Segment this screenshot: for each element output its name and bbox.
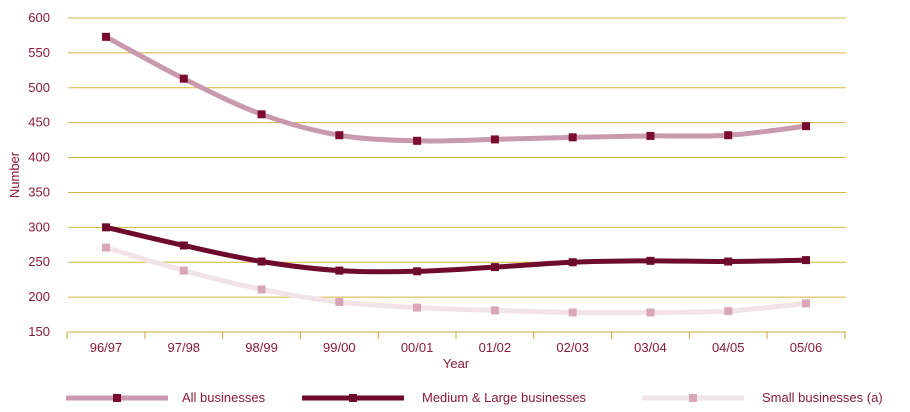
data-point-medium-large-businesses [646,256,655,265]
data-point-small-businesses [802,299,810,308]
y-tick-label: 450 [28,115,50,130]
data-point-all-businesses [724,131,733,140]
y-tick-label: 150 [28,324,50,339]
x-axis-tick-labels: 96/97 97/98 98/99 99/00 00/01 01/02 02/03 03/04… [90,340,823,355]
series-lines [102,32,810,317]
y-tick-label: 250 [28,254,50,269]
series-line-all-businesses [103,34,809,144]
legend-label: All businesses [182,390,266,405]
series-all-businesses [102,32,810,145]
legend-swatch-marker [349,394,357,402]
data-point-small-businesses [179,266,188,275]
x-tick-label: 03/04 [634,340,667,355]
x-tick-label: 05/06 [790,340,823,355]
data-point-medium-large-businesses [335,266,344,275]
series-line-small-businesses [103,245,809,316]
data-point-all-businesses [179,74,188,83]
data-point-medium-large-businesses [179,241,188,250]
data-point-medium-large-businesses [724,257,733,266]
data-point-medium-large-businesses [802,256,810,265]
data-point-all-businesses [257,110,266,119]
data-point-all-businesses [490,135,499,144]
data-point-medium-large-businesses [257,257,266,266]
legend: All businesses Medium & Large businesses S… [66,390,883,405]
data-point-small-businesses [257,285,266,294]
y-axis-title: Number [7,151,22,198]
x-tick-label: 00/01 [401,340,434,355]
data-point-all-businesses [802,122,810,131]
data-point-medium-large-businesses [568,258,577,267]
data-point-all-businesses [646,131,655,140]
data-point-medium-large-businesses [413,267,422,276]
x-tick-label: 97/98 [168,340,201,355]
data-point-small-businesses [646,308,655,317]
legend-label: Small businesses (a) [762,390,883,405]
data-point-small-businesses [413,303,422,312]
data-point-all-businesses [568,133,577,142]
y-tick-label: 500 [28,80,50,95]
x-axis-title: Year [443,356,470,371]
x-tick-label: 02/03 [556,340,589,355]
x-tick-label: 98/99 [245,340,278,355]
x-tick-label: 01/02 [479,340,512,355]
data-point-small-businesses [568,308,577,317]
legend-label: Medium & Large businesses [422,390,587,405]
data-point-medium-large-businesses [490,263,499,272]
x-tick-label: 04/05 [712,340,745,355]
series-line-medium-large-businesses [103,224,809,275]
series-small-businesses [102,243,810,317]
x-tick-label: 96/97 [90,340,123,355]
data-point-small-businesses [335,297,344,306]
y-tick-label: 200 [28,289,50,304]
data-point-medium-large-businesses [102,223,110,232]
data-point-all-businesses [335,131,344,140]
legend-item-all-businesses: All businesses [66,390,266,405]
data-point-all-businesses [102,32,110,41]
data-point-all-businesses [413,136,422,145]
y-tick-label: 600 [28,10,50,25]
series-medium-large-businesses [102,223,810,276]
y-tick-label: 400 [28,150,50,165]
x-tick-label: 99/00 [323,340,356,355]
legend-swatch-marker [689,394,697,402]
legend-item-medium-large-businesses: Medium & Large businesses [302,390,587,405]
y-tick-label: 350 [28,184,50,199]
data-point-small-businesses [724,307,733,316]
gridlines [68,17,846,298]
data-point-small-businesses [490,306,499,315]
x-axis [66,331,846,339]
y-axis-tick-labels: 150 200 250 300 350 400 450 500 550 600 [28,10,50,339]
y-tick-label: 550 [28,45,50,60]
legend-swatch-marker [113,394,121,402]
y-tick-label: 300 [28,219,50,234]
legend-item-small-businesses: Small businesses (a) [642,390,883,405]
data-point-small-businesses [102,243,110,252]
